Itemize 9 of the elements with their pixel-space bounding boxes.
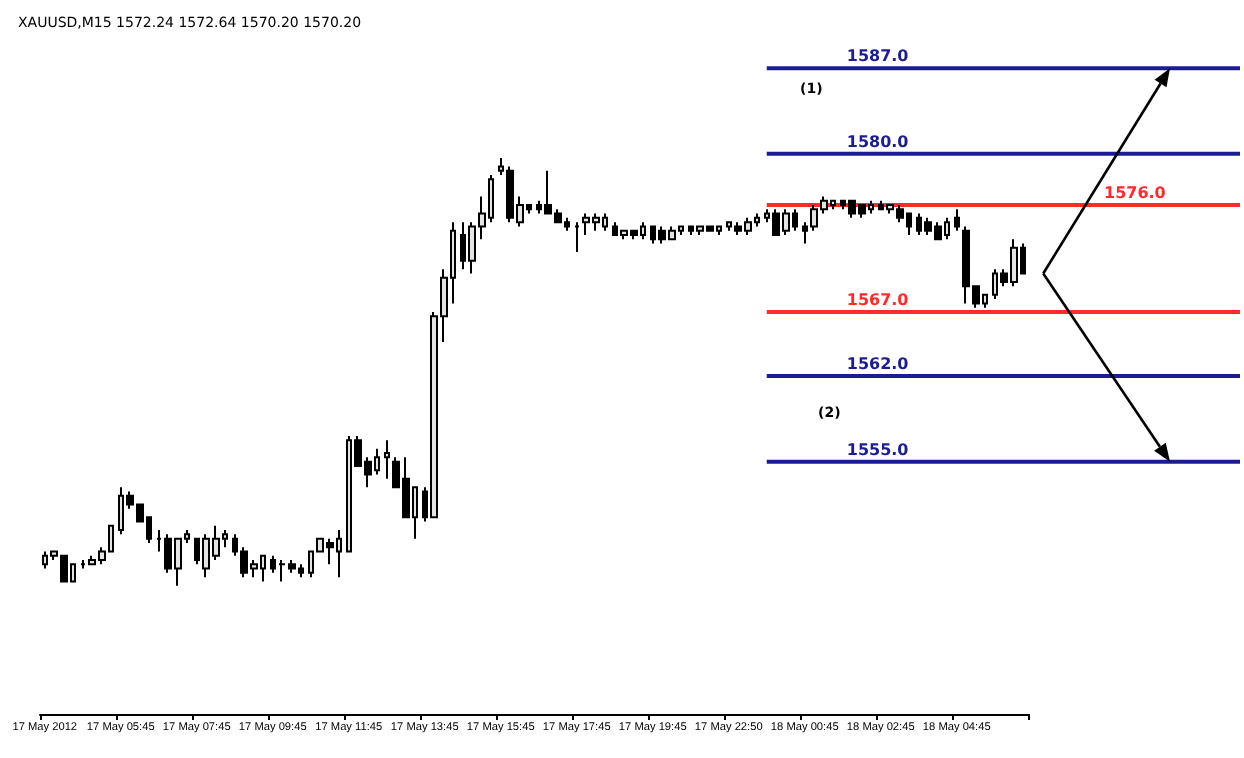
annotation: 1555.0: [846, 440, 910, 459]
candlestick: [574, 221, 580, 254]
annotation: 1567.0: [846, 290, 910, 309]
annotation: 1587.0: [846, 47, 910, 66]
annotation: 1562.0: [846, 355, 910, 374]
candlestick: [954, 208, 960, 232]
candlestick: [384, 439, 390, 480]
annotation: 1580.0: [846, 132, 910, 151]
annotation: 1576.0: [1104, 184, 1167, 203]
